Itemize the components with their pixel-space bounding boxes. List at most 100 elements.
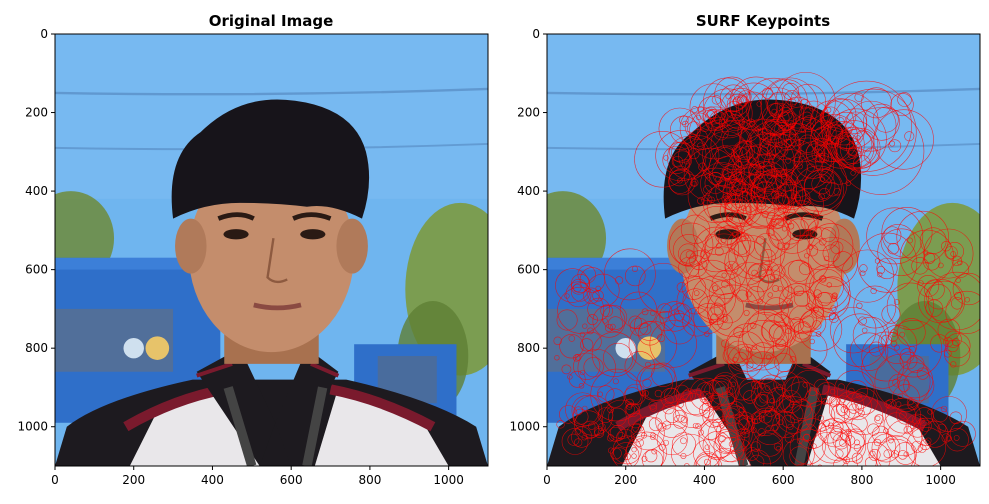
keypoint-circle [641, 455, 648, 462]
keypoint-circle [779, 234, 830, 285]
keypoint-circle [571, 395, 603, 426]
keypoint-circle [672, 234, 705, 267]
keypoint-circle [818, 193, 825, 200]
keypoint-circle [773, 109, 790, 127]
keypoint-circle [668, 169, 693, 194]
keypoint-circle [586, 314, 598, 326]
keypoint-circle [583, 287, 600, 304]
keypoint-circle [880, 224, 916, 259]
keypoint-circle [785, 157, 792, 164]
keypoint-circle [833, 457, 848, 466]
keypoint-circle [775, 396, 813, 434]
keypoint-circle [811, 443, 817, 449]
keypoint-circle [784, 433, 795, 443]
keypoint-circle [894, 442, 917, 465]
keypoint-circle [836, 107, 925, 195]
keypoint-circle [867, 423, 880, 436]
keypoint-circle [930, 334, 949, 353]
keypoint-circle [574, 438, 583, 447]
keypoint-circle [726, 410, 734, 419]
keypoint-circle [649, 320, 697, 368]
keypoint-circle [604, 323, 614, 333]
keypoint-circle [645, 361, 651, 368]
keypoint-circle [603, 248, 656, 301]
keypoint-circle [938, 262, 944, 269]
keypoint-circle [735, 381, 774, 420]
keypoint-circle [685, 250, 695, 259]
keypoint-circle [772, 285, 779, 292]
keypoint-circle [868, 448, 881, 461]
keypoint-circle [650, 434, 656, 441]
keypoint-circle [813, 289, 822, 299]
keypoint-circle [657, 334, 666, 343]
keypoint-circle [765, 426, 771, 432]
keypoint-circle [607, 447, 614, 454]
keypoint-circle [771, 108, 777, 115]
keypoint-circle [945, 290, 980, 334]
keypoint-circle [747, 309, 786, 348]
keypoint-circle [806, 218, 840, 251]
keypoint-circle [693, 439, 722, 466]
keypoint-circle [890, 93, 914, 117]
keypoint-circle [855, 135, 861, 141]
keypoint-circle [903, 451, 910, 458]
keypoint-circle [817, 121, 865, 169]
keypoint-circle [678, 256, 700, 279]
x-tick-label-1-800: 800 [358, 473, 381, 487]
keypoint-circle [819, 112, 831, 124]
keypoint-circle [583, 357, 604, 378]
keypoint-circle [917, 443, 927, 453]
keypoint-circle [845, 380, 868, 403]
keypoint-circle [746, 361, 754, 369]
keypoint-circle [587, 327, 594, 335]
keypoint-circle [802, 382, 808, 388]
keypoint-circle [655, 130, 707, 182]
keypoint-circle [791, 369, 829, 408]
keypoint-circle [692, 206, 742, 256]
keypoint-circle [949, 411, 963, 425]
keypoint-circle [828, 395, 841, 407]
keypoint-circle [860, 87, 892, 119]
keypoint-circle [744, 181, 790, 227]
keypoint-circle [554, 355, 560, 361]
keypoint-circle [674, 384, 690, 401]
x-tick-label-2-800: 800 [850, 473, 873, 487]
keypoint-circle [830, 307, 877, 354]
keypoint-circle [964, 297, 970, 303]
keypoint-circle [782, 123, 807, 147]
keypoint-circle [772, 411, 800, 438]
keypoint-circle [673, 309, 680, 315]
keypoint-circle [804, 401, 836, 432]
keypoint-circle [890, 329, 898, 337]
keypoint-circle [725, 323, 775, 372]
keypoint-circle [782, 137, 835, 189]
keypoint-circle [851, 415, 868, 433]
x-tick-label-2-200: 200 [614, 473, 637, 487]
keypoint-circle [789, 330, 828, 370]
keypoint-circle [565, 281, 592, 308]
keypoint-circle [679, 106, 723, 150]
keypoint-circle [952, 272, 980, 306]
keypoint-circle [820, 227, 837, 243]
keypoint-circle [919, 419, 932, 432]
keypoint-circle [755, 126, 761, 132]
keypoint-circle [695, 423, 701, 429]
keypoint-circle [634, 310, 665, 341]
keypoint-circle [553, 336, 562, 346]
keypoint-circle [813, 378, 830, 395]
keypoint-circle [721, 237, 727, 244]
keypoint-circle [867, 432, 896, 461]
y-tick-label-2-0: 0 [532, 27, 540, 41]
keypoint-circle [830, 241, 844, 255]
keypoint-circle [734, 225, 786, 277]
keypoint-circle [848, 387, 855, 395]
keypoint-circle [826, 282, 832, 288]
keypoint-circle [847, 149, 857, 159]
keypoint-circle [676, 278, 726, 327]
keypoint-circle [945, 242, 964, 261]
keypoint-circle [911, 257, 929, 275]
keypoint-circle [854, 92, 864, 102]
keypoint-circle [675, 377, 714, 415]
keypoint-circle [777, 285, 784, 292]
keypoint-circle [746, 269, 793, 316]
